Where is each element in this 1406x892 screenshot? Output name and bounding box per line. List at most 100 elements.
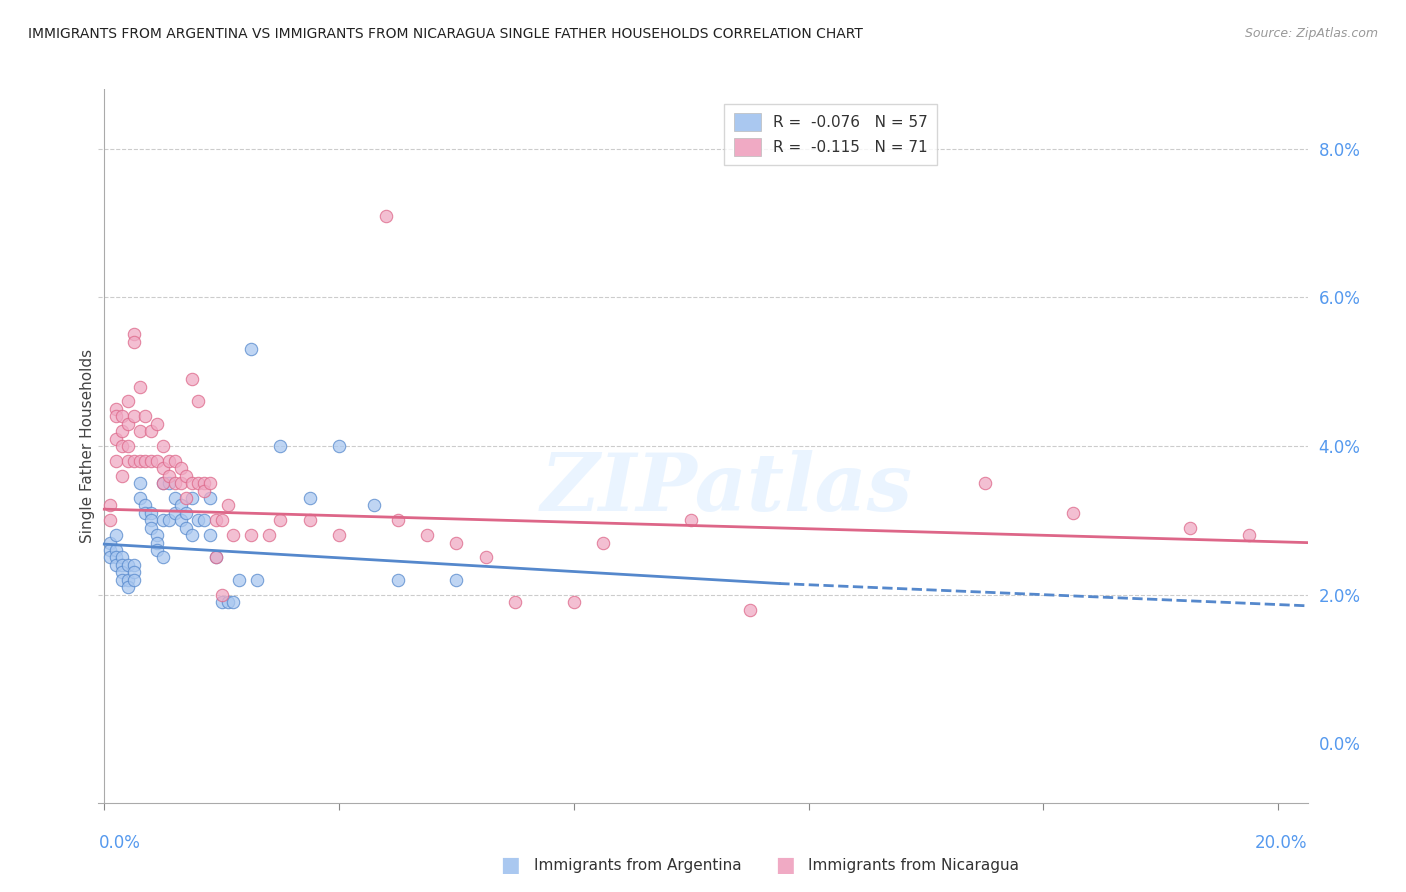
Text: Immigrants from Argentina: Immigrants from Argentina <box>534 858 742 872</box>
Point <box>117 573 139 587</box>
Point <box>446 573 468 587</box>
Point <box>152 476 174 491</box>
Point <box>128 454 150 468</box>
Point <box>169 461 191 475</box>
Point <box>157 468 180 483</box>
Point <box>128 424 150 438</box>
Point <box>222 595 245 609</box>
Point <box>105 528 128 542</box>
Point <box>117 417 139 431</box>
Point <box>111 424 134 438</box>
Point <box>328 528 350 542</box>
Point <box>211 588 233 602</box>
Text: Immigrants from Nicaragua: Immigrants from Nicaragua <box>808 858 1019 872</box>
Point <box>146 528 169 542</box>
Point <box>141 454 163 468</box>
Point <box>416 528 439 542</box>
Point <box>187 476 209 491</box>
Point <box>152 461 174 475</box>
Point <box>98 499 121 513</box>
Point <box>105 454 128 468</box>
Point <box>228 573 250 587</box>
Point <box>187 513 209 527</box>
Point <box>146 543 169 558</box>
Point <box>503 595 526 609</box>
Point <box>298 513 321 527</box>
Point <box>169 499 191 513</box>
Point <box>105 543 128 558</box>
Point <box>269 439 291 453</box>
Point <box>122 566 145 580</box>
Point <box>111 550 134 565</box>
Point <box>217 595 239 609</box>
Text: Source: ZipAtlas.com: Source: ZipAtlas.com <box>1244 27 1378 40</box>
Point <box>122 334 145 349</box>
Point <box>98 550 121 565</box>
Point <box>111 566 134 580</box>
Text: ■: ■ <box>775 855 794 875</box>
Point <box>122 327 145 342</box>
Point <box>1237 528 1260 542</box>
Point <box>122 558 145 572</box>
Point <box>111 468 134 483</box>
Point <box>475 550 498 565</box>
Point <box>176 468 198 483</box>
Point <box>122 409 145 424</box>
Point <box>152 476 174 491</box>
Point <box>98 535 121 549</box>
Point <box>134 499 156 513</box>
Point <box>105 432 128 446</box>
Point <box>240 343 263 357</box>
Point <box>181 476 204 491</box>
Point <box>246 573 269 587</box>
Point <box>1180 521 1202 535</box>
Point <box>193 513 215 527</box>
Point <box>169 513 191 527</box>
Point <box>157 476 180 491</box>
Point <box>117 394 139 409</box>
Y-axis label: Single Father Households: Single Father Households <box>80 349 94 543</box>
Point <box>157 513 180 527</box>
Point <box>240 528 263 542</box>
Point <box>176 506 198 520</box>
Point <box>198 528 221 542</box>
Point <box>193 483 215 498</box>
Point <box>122 573 145 587</box>
Point <box>111 439 134 453</box>
Point <box>176 491 198 505</box>
Point <box>105 409 128 424</box>
Point <box>204 513 226 527</box>
Point <box>111 409 134 424</box>
Point <box>163 491 186 505</box>
Point <box>592 535 614 549</box>
Point <box>363 499 385 513</box>
Point <box>328 439 350 453</box>
Point <box>163 476 186 491</box>
Point <box>105 558 128 572</box>
Point <box>738 602 761 616</box>
Text: IMMIGRANTS FROM ARGENTINA VS IMMIGRANTS FROM NICARAGUA SINGLE FATHER HOUSEHOLDS : IMMIGRANTS FROM ARGENTINA VS IMMIGRANTS … <box>28 27 863 41</box>
Point <box>117 580 139 594</box>
Point <box>681 513 703 527</box>
Point <box>973 476 995 491</box>
Point <box>163 454 186 468</box>
Point <box>222 528 245 542</box>
Point <box>105 550 128 565</box>
Point <box>128 476 150 491</box>
Point <box>157 454 180 468</box>
Point <box>98 513 121 527</box>
Point <box>204 550 226 565</box>
Point <box>211 513 233 527</box>
Legend: R =  -0.076   N = 57, R =  -0.115   N = 71: R = -0.076 N = 57, R = -0.115 N = 71 <box>724 104 938 165</box>
Point <box>204 550 226 565</box>
Point <box>141 521 163 535</box>
Point <box>146 417 169 431</box>
Text: 20.0%: 20.0% <box>1256 834 1308 852</box>
Point <box>257 528 280 542</box>
Point <box>181 491 204 505</box>
Point <box>181 528 204 542</box>
Point <box>117 439 139 453</box>
Point <box>111 558 134 572</box>
Point <box>198 491 221 505</box>
Point <box>105 401 128 416</box>
